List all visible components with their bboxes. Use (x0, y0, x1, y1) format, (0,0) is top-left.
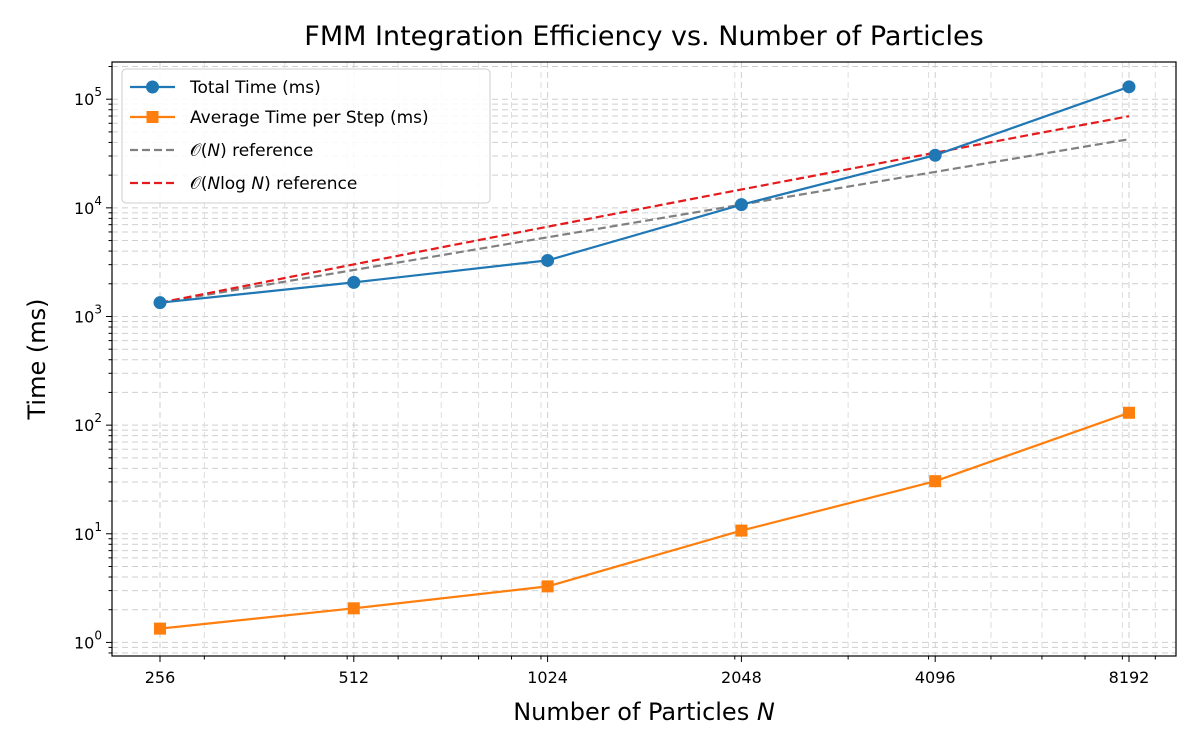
legend-swatch-marker (146, 111, 159, 123)
series-0-point (928, 148, 942, 162)
legend-label-part: N (207, 141, 220, 161)
series-line-1 (159, 411, 1130, 630)
x-tick-label: 8192 (1109, 668, 1150, 687)
x-axis-title: Number of Particles N (513, 698, 775, 726)
y-tick-exponent: 3 (94, 302, 102, 316)
y-tick-base: 10 (74, 199, 94, 218)
legend-label-part: N (207, 174, 220, 194)
series-0-point (347, 275, 361, 289)
y-tick-base: 10 (74, 633, 94, 652)
y-tick-exponent: 1 (94, 520, 102, 534)
chart-title: FMM Integration Efficiency vs. Number of… (304, 21, 983, 52)
legend-label: Total Time (ms) (189, 78, 321, 98)
series-line-0 (159, 85, 1130, 304)
legend-label: Average Time per Step (ms) (190, 108, 429, 128)
legend-label: 𝒪(Nlog N) reference (190, 174, 357, 194)
x-axis-title-text: Number of Particles (513, 698, 757, 726)
y-tick-base: 10 (74, 307, 94, 326)
series-1-point (347, 602, 360, 615)
legend-label-part: 𝒪( (190, 174, 207, 194)
series-1-point (929, 475, 942, 488)
grid-layer (112, 62, 1176, 656)
legend-frame (121, 68, 491, 204)
series-0-point (734, 198, 748, 212)
series-1-point (541, 580, 554, 593)
legend-label: 𝒪(N) reference (190, 141, 313, 161)
x-tick-label: 1024 (527, 668, 568, 687)
legend: Total Time (ms) Average Time per Step (ms… (121, 68, 491, 204)
y-tick-base: 10 (74, 90, 94, 109)
y-tick-exponent: 0 (94, 628, 102, 642)
y-tick-exponent: 2 (94, 411, 102, 425)
series-line-3 (159, 115, 1130, 304)
y-tick-label: 105 (74, 85, 102, 109)
y-tick-label: 104 (74, 194, 102, 218)
y-tick-label: 103 (74, 302, 102, 326)
legend-label-part: N (251, 174, 264, 194)
series-layer (153, 80, 1136, 635)
series-1-point (154, 622, 166, 635)
legend-label-part: ) reference (220, 141, 313, 161)
legend-label-part: log (220, 174, 251, 194)
series-0-point (153, 296, 167, 310)
x-tick-label: 4096 (915, 668, 956, 687)
y-tick-label: 102 (74, 411, 102, 435)
series-line-2 (159, 138, 1130, 304)
x-tick-label: 256 (145, 668, 176, 687)
x-axis-title-var: N (757, 698, 775, 726)
series-1-point (735, 524, 748, 537)
legend-swatch-marker (146, 80, 159, 94)
y-tick-exponent: 4 (94, 194, 102, 208)
y-axis-title: Time (ms) (23, 299, 51, 421)
series-0-point (1122, 80, 1136, 94)
x-tick-label: 2048 (721, 668, 762, 687)
plot-frame (111, 61, 1177, 657)
x-tick-label: 512 (339, 668, 370, 687)
y-tick-base: 10 (74, 525, 94, 544)
legend-label-part: 𝒪( (190, 141, 207, 161)
series-0-point (541, 253, 555, 267)
y-tick-label: 101 (74, 520, 102, 544)
y-tick-exponent: 5 (94, 85, 102, 99)
series-1-point (1123, 406, 1135, 419)
legend-label-part: ) reference (264, 174, 357, 194)
y-tick-base: 10 (74, 416, 94, 435)
y-tick-label: 100 (74, 628, 102, 652)
